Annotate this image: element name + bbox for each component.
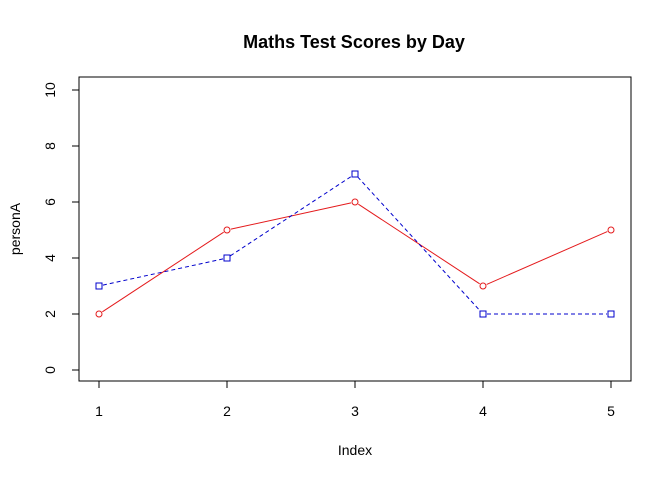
y-tick-label: 8: [42, 142, 58, 150]
chart-title: Maths Test Scores by Day: [243, 32, 465, 52]
y-tick-label: 2: [42, 310, 58, 318]
series-1-segment: [102, 231, 224, 313]
x-axis: 1 2 3 4 5: [95, 380, 615, 419]
series-2-point: [479, 310, 487, 318]
x-tick-label: 3: [351, 403, 359, 419]
series-1: [95, 198, 615, 318]
x-tick-label: 4: [479, 403, 487, 419]
series-1-segment: [358, 203, 480, 285]
y-tick-label: 0: [42, 366, 58, 374]
series-2-point: [607, 310, 615, 318]
x-axis-label: Index: [338, 442, 372, 458]
series-2-segment: [230, 175, 352, 257]
y-axis-label: personA: [7, 202, 23, 255]
series-1-point: [351, 198, 359, 206]
x-tick-label: 2: [223, 403, 231, 419]
y-axis: 0 2 4 6 8 10: [42, 82, 80, 374]
series-2: [95, 170, 615, 318]
series-1-point: [479, 282, 487, 290]
y-tick-label: 4: [42, 254, 58, 262]
y-tick-label: 6: [42, 198, 58, 206]
series-2-point: [351, 170, 359, 178]
series-2-segment: [357, 176, 481, 312]
y-tick-label: 10: [42, 82, 58, 98]
series-1-point: [223, 226, 231, 234]
series-2-point: [223, 254, 231, 262]
series-1-point: [607, 226, 615, 234]
x-tick-label: 1: [95, 403, 103, 419]
series-1-point: [95, 310, 103, 318]
plot-frame: [78, 76, 632, 382]
x-tick-label: 5: [607, 403, 615, 419]
series-layer: [95, 170, 615, 318]
series-1-segment: [486, 231, 608, 285]
series-2-point: [95, 282, 103, 290]
